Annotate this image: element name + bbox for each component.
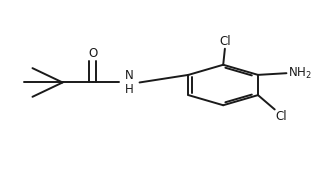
Text: NH$_2$: NH$_2$ <box>288 66 312 81</box>
Text: Cl: Cl <box>276 110 287 123</box>
Text: N: N <box>125 69 134 82</box>
Text: O: O <box>88 47 97 60</box>
Text: H: H <box>125 83 134 96</box>
Text: Cl: Cl <box>219 35 231 48</box>
